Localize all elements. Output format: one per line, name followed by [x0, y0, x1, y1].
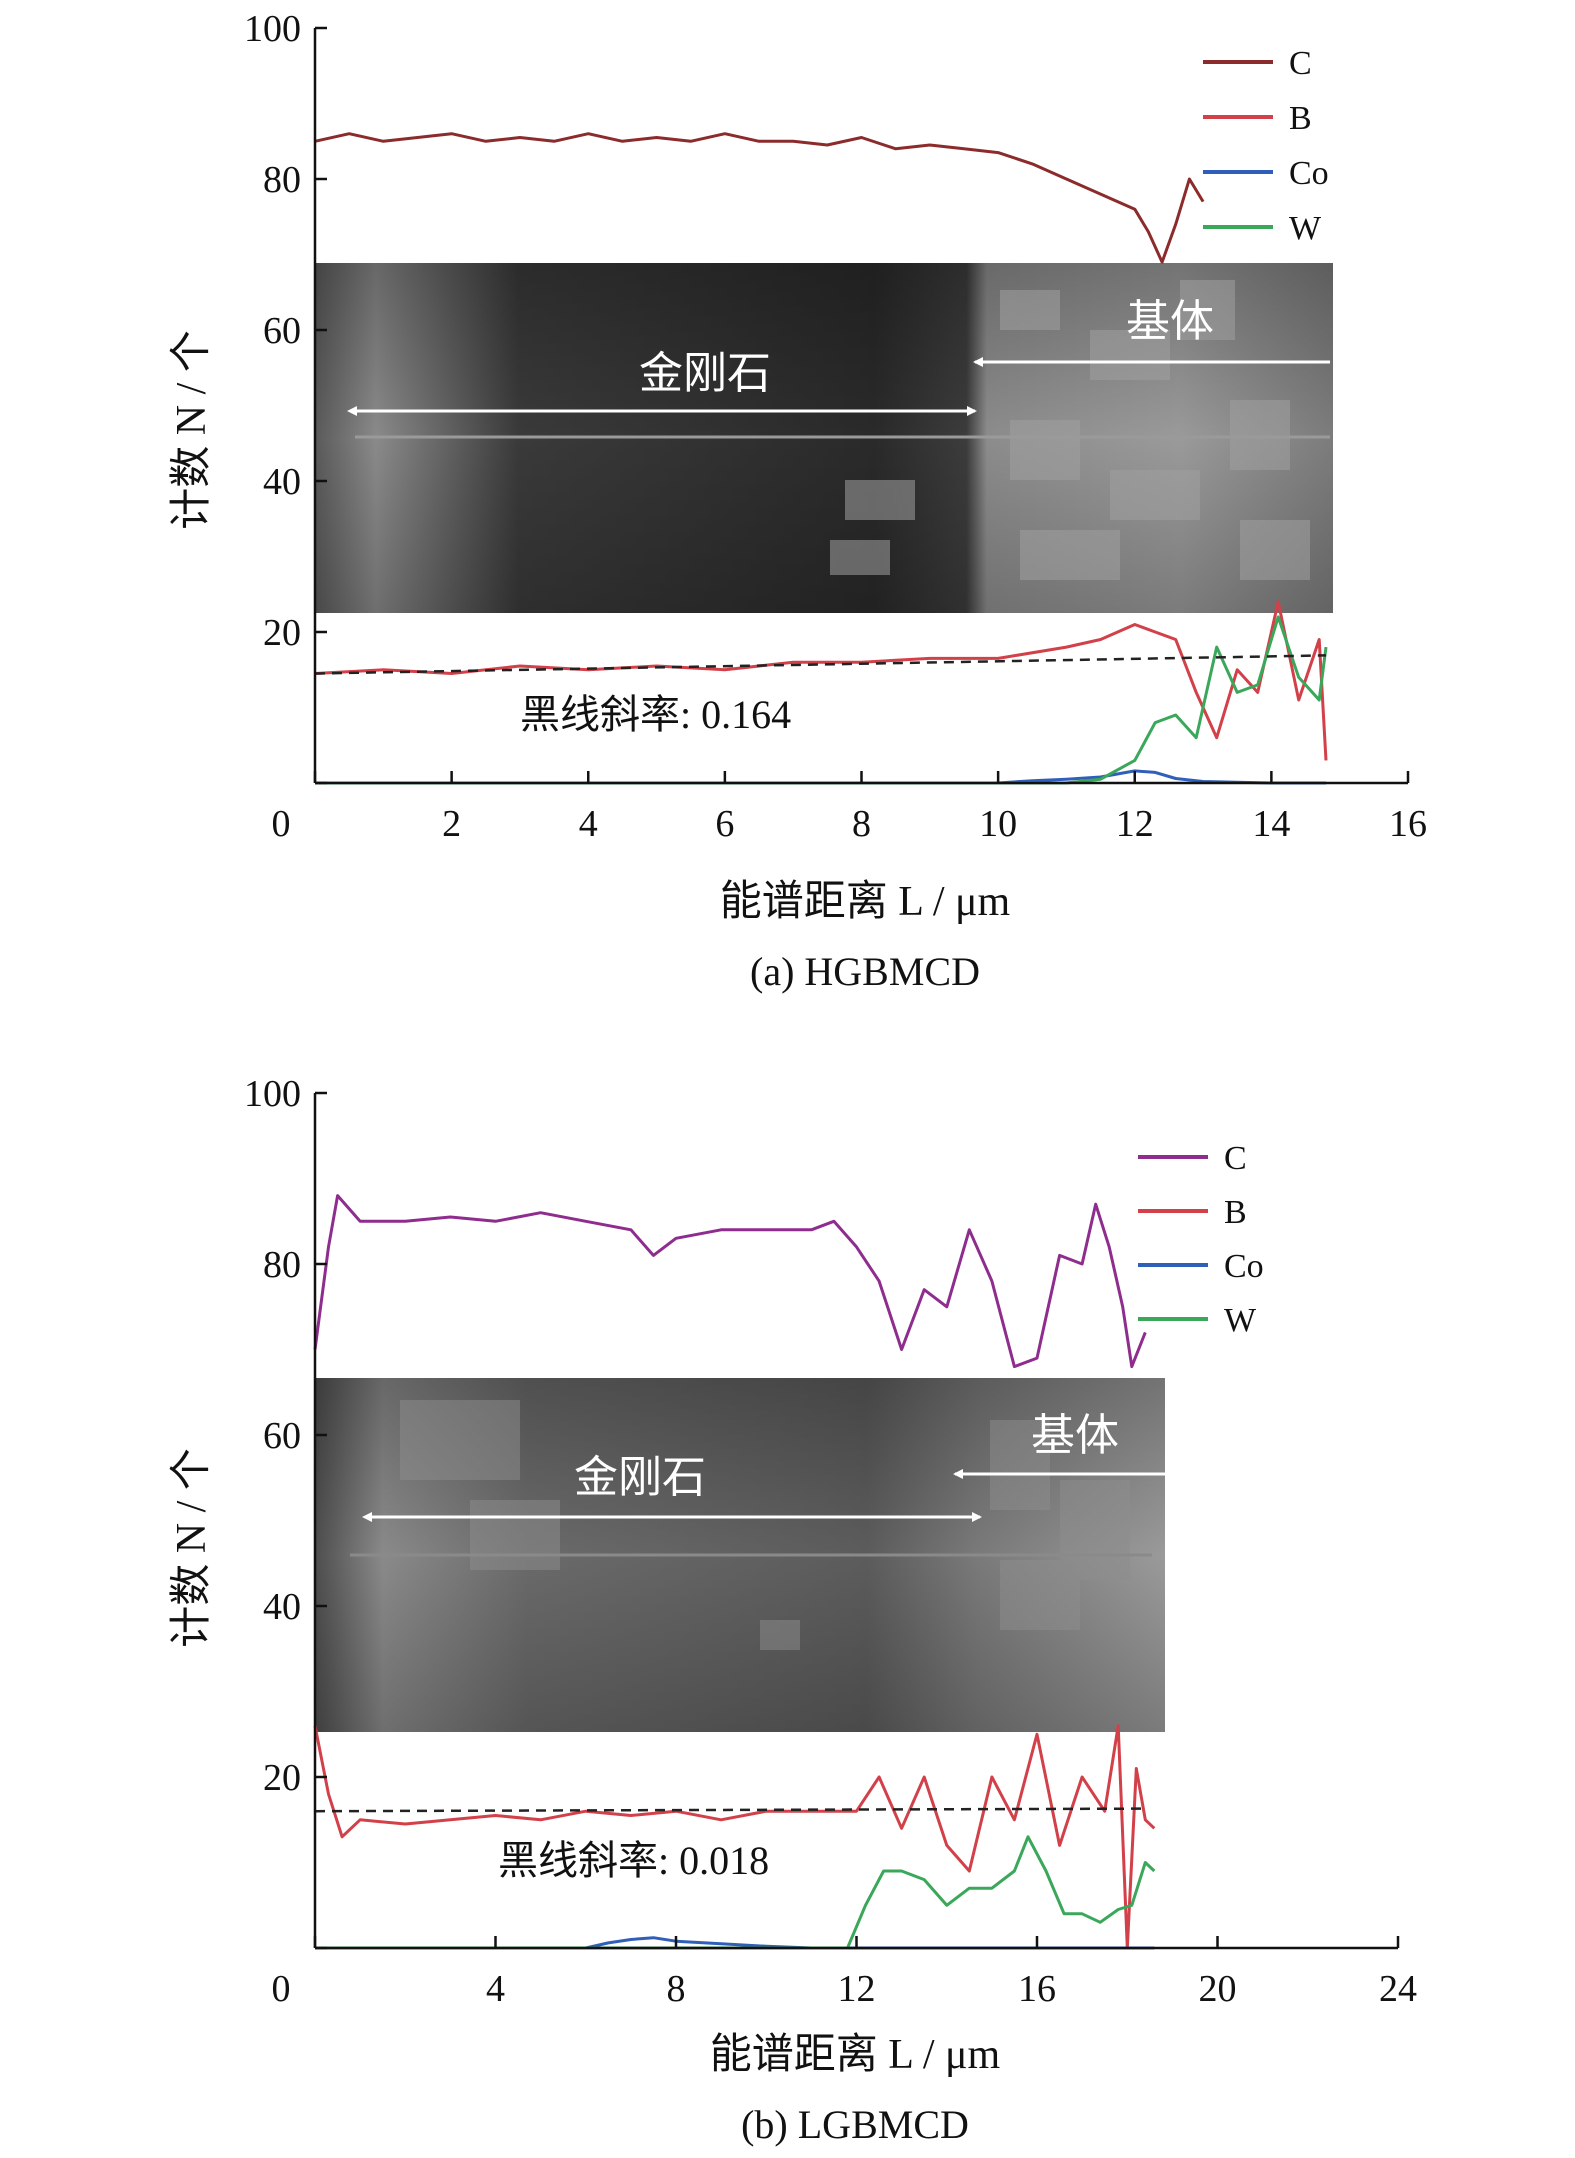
x-tick-label: 6 [715, 803, 734, 845]
x-tick-label: 24 [1379, 1968, 1417, 2010]
axes: 20 40 60 80 100 0 2 4 6 8 10 12 14 16 [244, 8, 1427, 845]
panel-b-chart: 金刚石 基体 20 40 60 80 100 0 4 8 12 16 20 24 CB Co W 黑线斜率… [169, 1073, 1417, 2147]
series-line-w [315, 1835, 1156, 1950]
legend: CB Co W [1138, 1140, 1264, 1339]
slope-annotation: 黑线斜率: 0.018 [498, 1838, 769, 1883]
y-axis-label: 计数 N / 个 [169, 1448, 215, 1648]
panel-a-chart: 金刚石 基体 20 40 60 80 100 0 2 4 6 8 10 12 14 16 CB Co W 黑线… [169, 8, 1427, 994]
series-line-b [313, 1724, 1156, 1950]
x-tick-label: 20 [1199, 1968, 1237, 2010]
legend-label-b: B [1224, 1194, 1247, 1231]
series-line-co [315, 1936, 1155, 1950]
legend-label-co: Co [1289, 155, 1329, 192]
x-tick-label: 16 [1389, 803, 1427, 845]
series-line-co [315, 769, 1326, 785]
x-tick-label: 2 [442, 803, 461, 845]
y-tick-label: 100 [244, 1073, 301, 1115]
x-axis-label: 能谱距离 L / μm [710, 2031, 1001, 2078]
legend: CB Co W [1203, 45, 1329, 247]
x-tick-label: 4 [486, 1968, 505, 2010]
x-axis-label: 能谱距离 L / μm [720, 878, 1011, 925]
x-tick-label: 12 [838, 1968, 876, 2010]
substrate-region-label: 基体 [1031, 1411, 1119, 1460]
y-tick-label: 40 [263, 1586, 301, 1628]
panel-caption: (a) HGBMCD [750, 949, 980, 994]
series-line-b [314, 600, 1328, 761]
legend-label-co: Co [1224, 1248, 1264, 1285]
x-tick-label: 8 [852, 803, 871, 845]
legend-label-w: W [1224, 1302, 1257, 1339]
sem-inset-image: 金刚石 基体 [315, 1378, 1165, 1732]
legend-label-c: C [1289, 45, 1312, 82]
x-tick-label: 4 [579, 803, 598, 845]
legend-label-c: C [1224, 1140, 1247, 1177]
x-tick-label: 16 [1018, 1968, 1056, 2010]
diamond-region-label: 金刚石 [639, 349, 771, 398]
x-tick-label: 8 [667, 1968, 686, 2010]
y-tick-label: 40 [263, 461, 301, 503]
fit-line [314, 1807, 1146, 1813]
substrate-region-label: 基体 [1126, 297, 1214, 346]
y-tick-label: 20 [263, 612, 301, 654]
panel-caption: (b) LGBMCD [741, 2102, 969, 2147]
legend-label-w: W [1289, 210, 1322, 247]
sem-inset-image: 金刚石 基体 [315, 263, 1333, 613]
y-tick-label: 80 [263, 159, 301, 201]
series-line-c [313, 1194, 1147, 1369]
y-axis-label: 计数 N / 个 [169, 330, 215, 530]
x-tick-label: 0 [272, 803, 291, 845]
y-tick-label: 60 [263, 310, 301, 352]
x-tick-label: 12 [1116, 803, 1154, 845]
axes: 20 40 60 80 100 0 4 8 12 16 20 24 [244, 1073, 1417, 2010]
diamond-region-label: 金刚石 [574, 1453, 706, 1502]
slope-annotation: 黑线斜率: 0.164 [520, 692, 791, 737]
fit-line-group [314, 654, 1327, 675]
legend-label-b: B [1289, 100, 1312, 137]
x-tick-label: 10 [979, 803, 1017, 845]
y-tick-label: 80 [263, 1244, 301, 1286]
series-line-c [314, 132, 1205, 264]
series-line-w [315, 615, 1328, 785]
x-tick-label: 14 [1252, 803, 1290, 845]
y-tick-label: 100 [244, 8, 301, 50]
y-tick-label: 20 [263, 1757, 301, 1799]
fit-line [314, 654, 1327, 675]
x-tick-label: 0 [272, 1968, 291, 2010]
fit-line-group [314, 1807, 1146, 1813]
y-tick-label: 60 [263, 1415, 301, 1457]
